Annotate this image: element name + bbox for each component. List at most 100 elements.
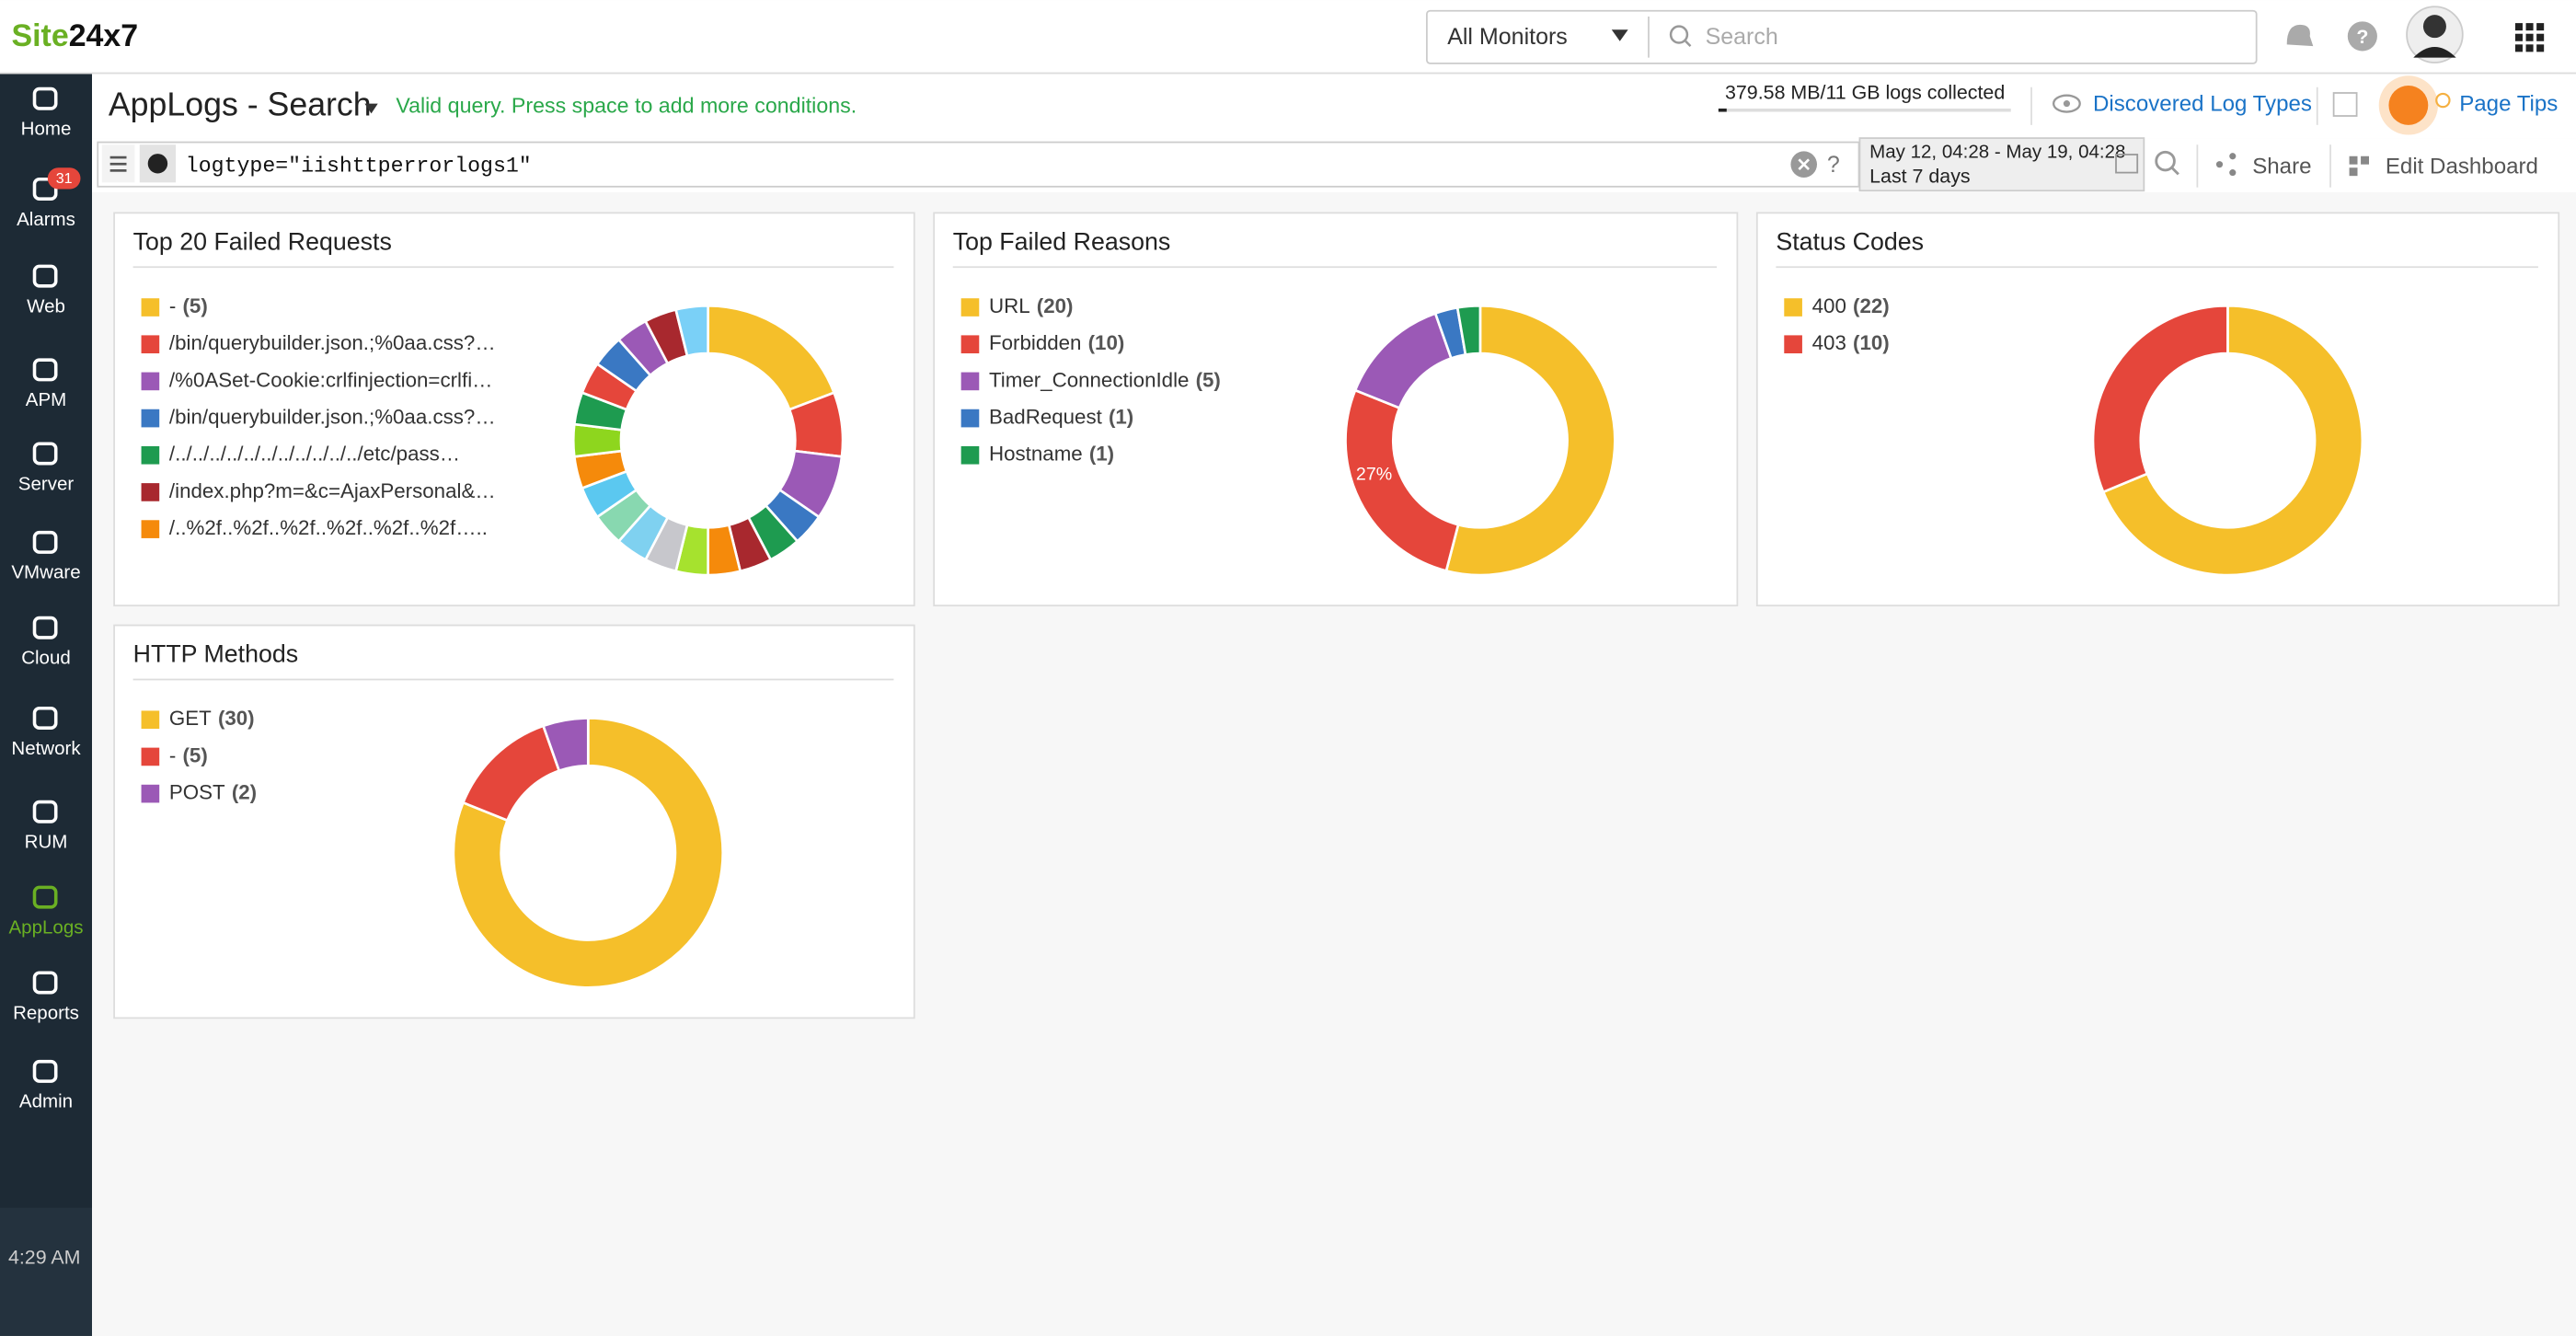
apps-grid[interactable] — [2514, 23, 2545, 52]
nav-item[interactable]: RUM — [25, 800, 68, 853]
notification-icon[interactable] — [2286, 24, 2314, 47]
widget-title: Status Codes — [1776, 227, 1924, 255]
page-title[interactable]: AppLogs - Search — [109, 86, 372, 123]
legend-name: - — [169, 294, 176, 317]
nav-item[interactable]: APM — [26, 358, 66, 410]
search-button[interactable] — [2155, 150, 2176, 172]
legend-label[interactable]: URL (20) — [989, 294, 1073, 317]
legend-label[interactable]: /bin/querybuilder.json.;%0aa.css?… — [169, 331, 496, 354]
donut-segment[interactable] — [2091, 304, 2229, 494]
donut-segment[interactable] — [2101, 304, 2364, 577]
nav-icon — [32, 358, 58, 382]
legend-label[interactable]: POST (2) — [169, 780, 257, 803]
donut-segment[interactable] — [673, 304, 709, 358]
sidebar-footer — [0, 1207, 92, 1336]
search-input[interactable]: Search — [1706, 24, 1778, 50]
legend-label[interactable]: Timer_ConnectionIdle (5) — [989, 368, 1221, 391]
query-input[interactable]: logtype="iishttperrorlogs1" — [186, 155, 532, 179]
legend-swatch — [141, 747, 160, 766]
share-button[interactable]: Share — [2252, 155, 2311, 179]
legend-swatch — [141, 298, 160, 317]
nav-item[interactable]: Network — [11, 706, 81, 759]
legend-swatch — [960, 409, 980, 428]
legend-swatch — [141, 335, 160, 354]
donut-segment[interactable] — [1344, 388, 1460, 573]
legend-swatch — [141, 710, 160, 730]
widget: HTTP Methods GET (30) - (5) POST (2) — [113, 624, 915, 1019]
legend-swatch — [141, 445, 160, 465]
avatar-body — [2413, 47, 2456, 58]
nav-item[interactable]: Server — [18, 442, 75, 494]
nav-item[interactable]: Home — [21, 86, 72, 140]
donut-segment[interactable] — [1444, 304, 1616, 577]
nav-label: Server — [18, 473, 75, 494]
legend-swatch — [141, 483, 160, 501]
legend-label[interactable]: Hostname (1) — [989, 443, 1114, 466]
nav-item[interactable]: Alarms 31 — [17, 167, 81, 230]
donut-segment[interactable] — [1455, 304, 1482, 356]
nav-item[interactable]: AppLogs — [9, 885, 84, 938]
nav-label: Web — [27, 295, 65, 317]
tips-icon[interactable] — [2388, 85, 2429, 125]
legend-count: (5) — [183, 743, 208, 766]
share-icon — [2229, 153, 2237, 160]
legend-label[interactable]: /index.php?m=&c=AjaxPersonal&… — [169, 479, 496, 502]
legend-label[interactable]: 403 (10) — [1812, 331, 1890, 354]
nav-item[interactable]: Admin — [19, 1059, 73, 1112]
donut-segment[interactable] — [541, 717, 590, 773]
legend-name: /bin/querybuilder.json.;%0aa.css?… — [169, 331, 496, 354]
date-period: Last 7 days — [1869, 166, 1970, 188]
date-picker[interactable] — [1858, 137, 2145, 192]
widget-title: Top Failed Reasons — [953, 227, 1171, 255]
legend-name: /%0ASet-Cookie:crlfinjection=crlfi… — [169, 368, 493, 391]
widget-title: HTTP Methods — [133, 640, 298, 668]
nav-icon — [32, 971, 58, 995]
page-tips[interactable]: Page Tips — [2459, 92, 2558, 117]
legend-label[interactable]: - (5) — [169, 294, 208, 317]
eye-icon — [2063, 100, 2070, 108]
legend-label[interactable]: 400 (22) — [1812, 294, 1890, 317]
nav-icon — [32, 885, 58, 909]
legend-swatch — [141, 784, 160, 803]
nav-icon — [32, 442, 58, 466]
legend-label[interactable]: Forbidden (10) — [989, 331, 1124, 354]
clock: 4:29 AM — [8, 1247, 81, 1269]
nav-item[interactable]: Cloud — [21, 616, 71, 669]
nav-item[interactable]: Web — [27, 264, 65, 317]
legend-swatch — [141, 520, 160, 538]
legend-label[interactable]: BadRequest (1) — [989, 405, 1133, 428]
legend-label[interactable]: /..%2f..%2f..%2f..%2f..%2f..%2f….. — [169, 516, 488, 539]
logo: Site24x7 — [12, 18, 139, 53]
query-help[interactable]: ? — [1827, 152, 1840, 178]
legend-label[interactable]: /../../../../../../../../../../../etc/pa… — [169, 443, 460, 466]
legend-swatch — [1784, 298, 1802, 317]
edit-dashboard-button[interactable]: Edit Dashboard — [2386, 155, 2538, 179]
widget-title: Top 20 Failed Requests — [133, 227, 392, 255]
legend-name: URL — [989, 294, 1030, 317]
apps-dot — [2514, 33, 2523, 41]
legend-label[interactable]: - (5) — [169, 743, 208, 766]
apps-dot — [2525, 44, 2534, 52]
discovered-log-types[interactable]: Discovered Log Types — [2093, 92, 2312, 117]
legend-label[interactable]: /bin/querybuilder.json.;%0aa.css?… — [169, 405, 496, 428]
legend-label[interactable]: /%0ASet-Cookie:crlfinjection=crlfi… — [169, 368, 493, 391]
home-icon[interactable] — [2332, 92, 2358, 117]
help-icon[interactable] — [2347, 21, 2377, 52]
edit-icon — [2361, 155, 2369, 165]
list-icon — [109, 169, 127, 172]
monitor-select[interactable]: All Monitors — [1447, 24, 1568, 50]
legend-count: (22) — [1853, 294, 1890, 317]
nav-item[interactable]: Reports — [13, 971, 79, 1023]
help-icon-text: ? — [2356, 26, 2368, 48]
legend-name: 403 — [1812, 331, 1846, 354]
donut-segment[interactable] — [452, 717, 725, 989]
title-caret — [364, 103, 378, 114]
legend-name: /bin/querybuilder.json.;%0aa.css?… — [169, 405, 496, 428]
alarm-badge — [47, 167, 81, 190]
legend-label[interactable]: GET (30) — [169, 707, 255, 730]
nav-icon — [32, 177, 58, 201]
legend-name: Hostname — [989, 443, 1083, 466]
apps-dot — [2536, 44, 2545, 52]
legend-swatch — [960, 298, 980, 317]
nav-item[interactable]: VMware — [11, 530, 81, 583]
